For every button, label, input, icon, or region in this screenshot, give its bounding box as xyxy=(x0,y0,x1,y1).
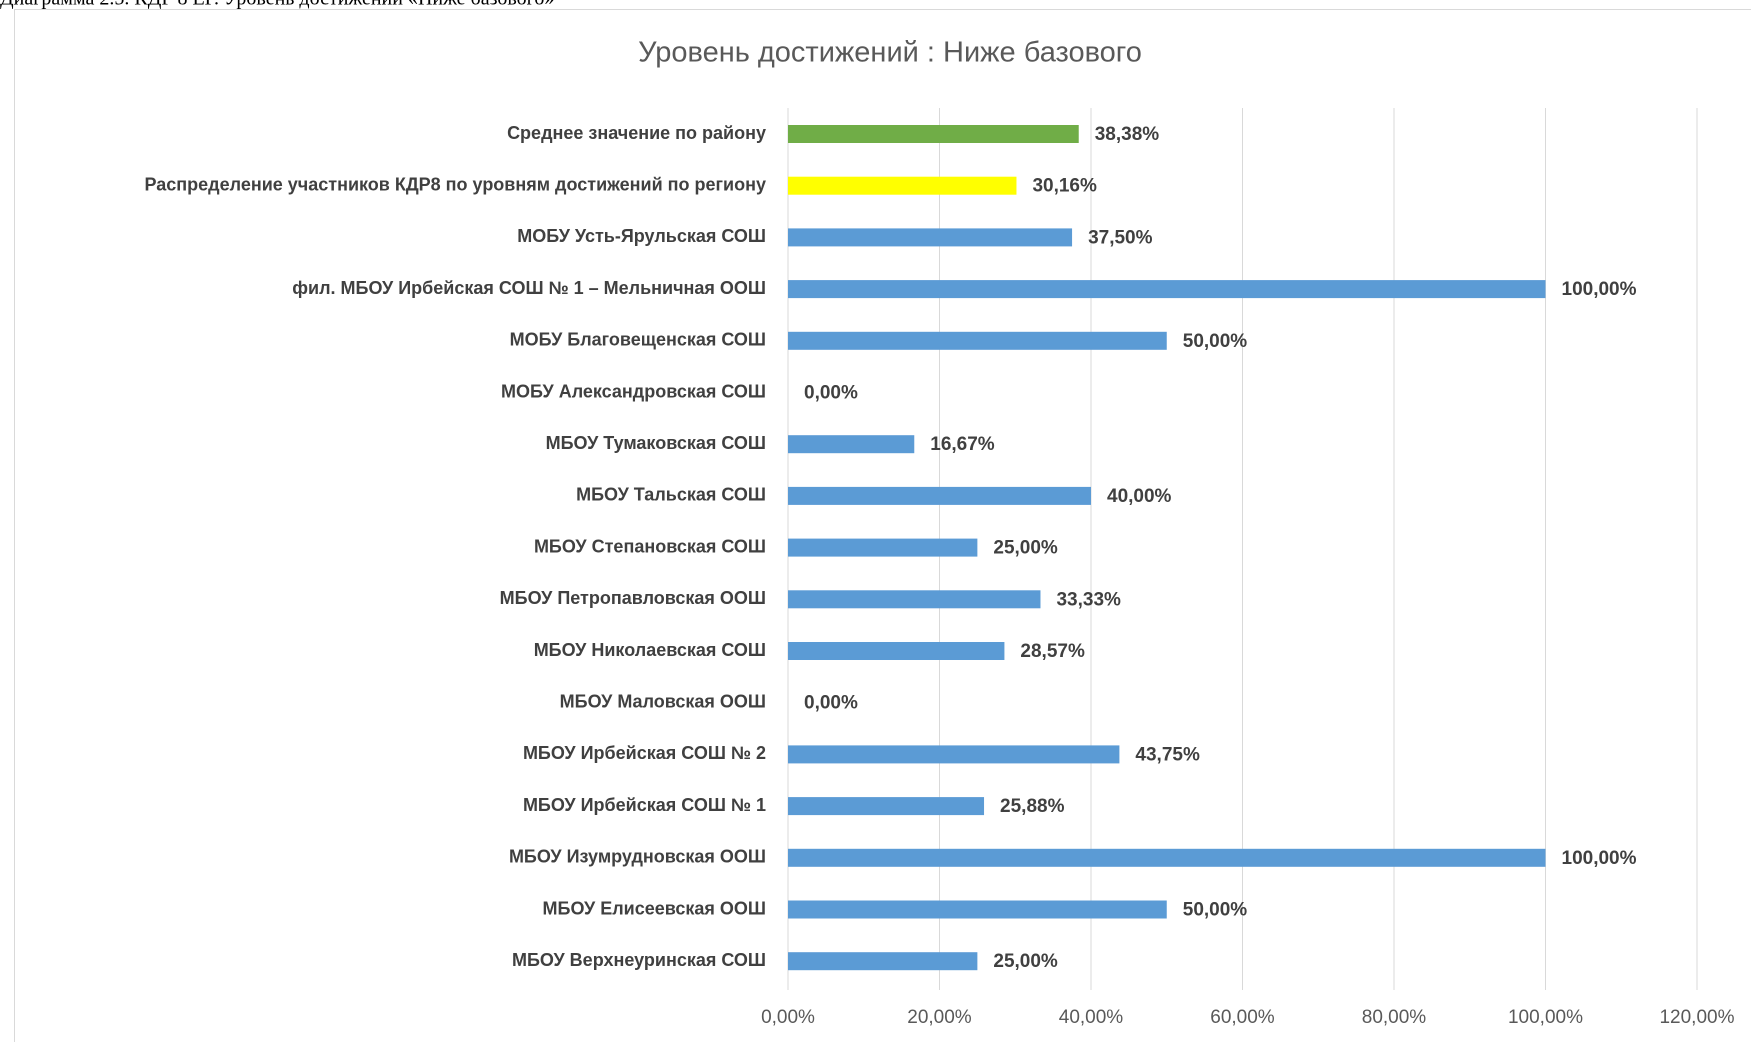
value-label: 16,67% xyxy=(930,434,995,455)
bar xyxy=(788,486,1091,505)
chart-border xyxy=(14,9,1751,1042)
bar xyxy=(788,745,1120,764)
value-label: 0,00% xyxy=(804,383,858,404)
value-label: 30,16% xyxy=(1032,176,1097,197)
y-tick-label: МБОУ Тальская СОШ xyxy=(576,485,766,505)
y-tick-label: МОБУ Усть-Ярульская СОШ xyxy=(517,226,766,246)
bar xyxy=(788,952,978,971)
value-label: 37,50% xyxy=(1088,227,1153,248)
caption: Диаграмма 2.5. КДР 8 ЕГ. Уровень достиже… xyxy=(0,0,554,10)
value-label: 40,00% xyxy=(1107,486,1172,507)
y-tick-label: МБОУ Верхнеуринская СОШ xyxy=(512,950,766,970)
y-tick-label: фил. МБОУ Ирбейская СОШ № 1 – Мельничная… xyxy=(292,278,766,298)
y-tick-label: МБОУ Петропавловская ООШ xyxy=(500,588,766,608)
chart-title: Уровень достижений : Ниже базового xyxy=(638,37,1142,69)
x-tick-label: 80,00% xyxy=(1362,1007,1427,1028)
x-tick-label: 100,00% xyxy=(1508,1007,1583,1028)
bar xyxy=(788,538,978,557)
value-label: 28,57% xyxy=(1020,641,1085,662)
value-label: 43,75% xyxy=(1135,744,1200,765)
y-tick-label: МОБУ Александровская СОШ xyxy=(501,381,766,401)
bar xyxy=(788,228,1073,247)
value-label: 0,00% xyxy=(804,693,858,714)
y-tick-label: МБОУ Тумаковская СОШ xyxy=(546,433,766,453)
y-tick-label: Среднее значение по району xyxy=(507,123,766,143)
value-label: 100,00% xyxy=(1562,848,1637,869)
x-tick-label: 60,00% xyxy=(1210,1007,1275,1028)
bar xyxy=(788,435,915,454)
bar xyxy=(788,331,1167,350)
y-tick-label: МБОУ Елисеевская ООШ xyxy=(543,898,766,918)
value-label: 50,00% xyxy=(1183,900,1248,921)
value-label: 50,00% xyxy=(1183,331,1248,352)
y-tick-label: МБОУ Ирбейская СОШ № 2 xyxy=(523,743,766,763)
bar xyxy=(788,848,1546,867)
bar xyxy=(788,125,1079,143)
value-label: 25,00% xyxy=(993,538,1058,559)
x-tick-label: 120,00% xyxy=(1659,1007,1734,1028)
y-tick-label: МБОУ Ирбейская СОШ № 1 xyxy=(523,795,766,815)
y-tick-label: МБОУ Маловская ООШ xyxy=(560,691,766,711)
bar xyxy=(788,280,1546,299)
x-tick-label: 0,00% xyxy=(761,1007,815,1028)
value-label: 33,33% xyxy=(1056,589,1121,610)
y-tick-label: МОБУ Благовещенская СОШ xyxy=(510,330,766,350)
value-label: 25,88% xyxy=(1000,796,1065,817)
y-tick-label: МБОУ Николаевская СОШ xyxy=(534,640,766,660)
bar xyxy=(788,797,985,816)
y-tick-label: Распределение участников КДР8 по уровням… xyxy=(145,174,766,194)
bar xyxy=(788,590,1041,609)
x-tick-label: 20,00% xyxy=(907,1007,972,1028)
value-label: 38,38% xyxy=(1095,124,1160,145)
y-tick-label: МБОУ Изумрудновская ООШ xyxy=(509,847,766,867)
value-label: 25,00% xyxy=(993,951,1058,972)
y-tick-label: МБОУ Степановская СОШ xyxy=(534,536,766,556)
x-tick-label: 40,00% xyxy=(1059,1007,1124,1028)
value-label: 100,00% xyxy=(1562,279,1637,300)
bar xyxy=(788,642,1005,660)
bar xyxy=(788,900,1167,919)
bar xyxy=(788,176,1017,195)
